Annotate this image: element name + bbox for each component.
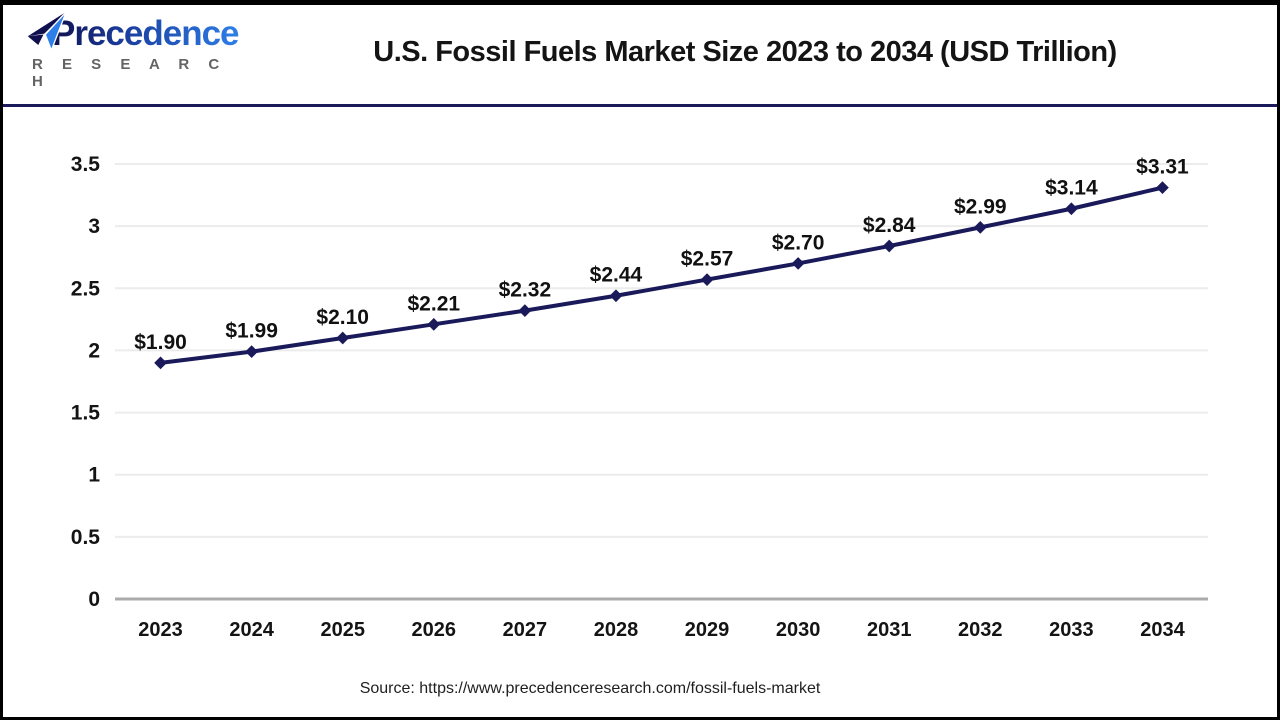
x-tick-label: 2025 [320,619,365,641]
paper-plane-icon [27,11,67,52]
data-point [336,331,350,345]
data-point [791,257,805,270]
trend-line [158,185,1165,365]
x-tick-label: 2033 [1049,619,1094,641]
brand-logo: Precedence R E S E A R C H [27,11,245,90]
x-tick-label: 2026 [412,619,457,641]
y-tick-label: 3.5 [71,153,101,176]
y-tick-label: 2 [88,339,100,362]
data-point [518,304,532,318]
x-tick-label: 2028 [594,619,639,641]
x-tick-label: 2024 [229,619,274,641]
header: Precedence R E S E A R C H U.S. Fossil F… [0,0,1280,107]
data-point [245,345,258,359]
data-label: $2.57 [681,248,734,271]
x-tick-label: 2023 [138,619,183,641]
page-title: U.S. Fossil Fuels Market Size 2023 to 20… [373,35,1117,68]
data-label: $2.21 [408,292,461,315]
data-label: $1.99 [225,320,278,343]
x-tick-label: 2034 [1140,619,1185,641]
data-label: $3.14 [1045,177,1098,200]
y-tick-label: 1.5 [71,402,101,425]
data-label: $2.32 [499,279,552,302]
data-label: $1.90 [134,331,187,354]
data-label: $2.99 [954,195,1007,218]
data-point [1156,181,1169,194]
data-point [427,317,441,331]
y-tick-label: 3 [88,215,100,238]
x-tick-label: 2030 [776,619,821,641]
x-tick-label: 2027 [503,619,548,641]
brand-logo-row: Precedence [27,11,245,53]
data-point [154,356,167,370]
x-tick-label: 2032 [958,619,1003,641]
data-point [973,221,987,234]
y-tick-label: 0 [88,588,100,611]
x-tick-label: 2031 [867,619,912,641]
y-tick-label: 2.5 [71,277,101,300]
data-point [609,289,623,303]
data-label: $2.44 [590,264,643,287]
data-point [882,239,896,253]
source-text: Source: https://www.precedenceresearch.c… [359,680,821,697]
brand-name: Precedence [52,14,240,53]
x-tick-label: 2029 [685,619,730,641]
data-label: $2.10 [316,306,369,329]
data-label: $3.31 [1136,156,1189,179]
data-point [700,273,714,286]
data-point [1065,202,1078,216]
data-label: $2.84 [863,214,916,237]
y-tick-label: 0.5 [71,526,101,549]
y-tick-label: 1 [88,464,100,487]
data-label: $2.70 [772,231,825,254]
brand-subtitle: R E S E A R C H [32,56,227,90]
